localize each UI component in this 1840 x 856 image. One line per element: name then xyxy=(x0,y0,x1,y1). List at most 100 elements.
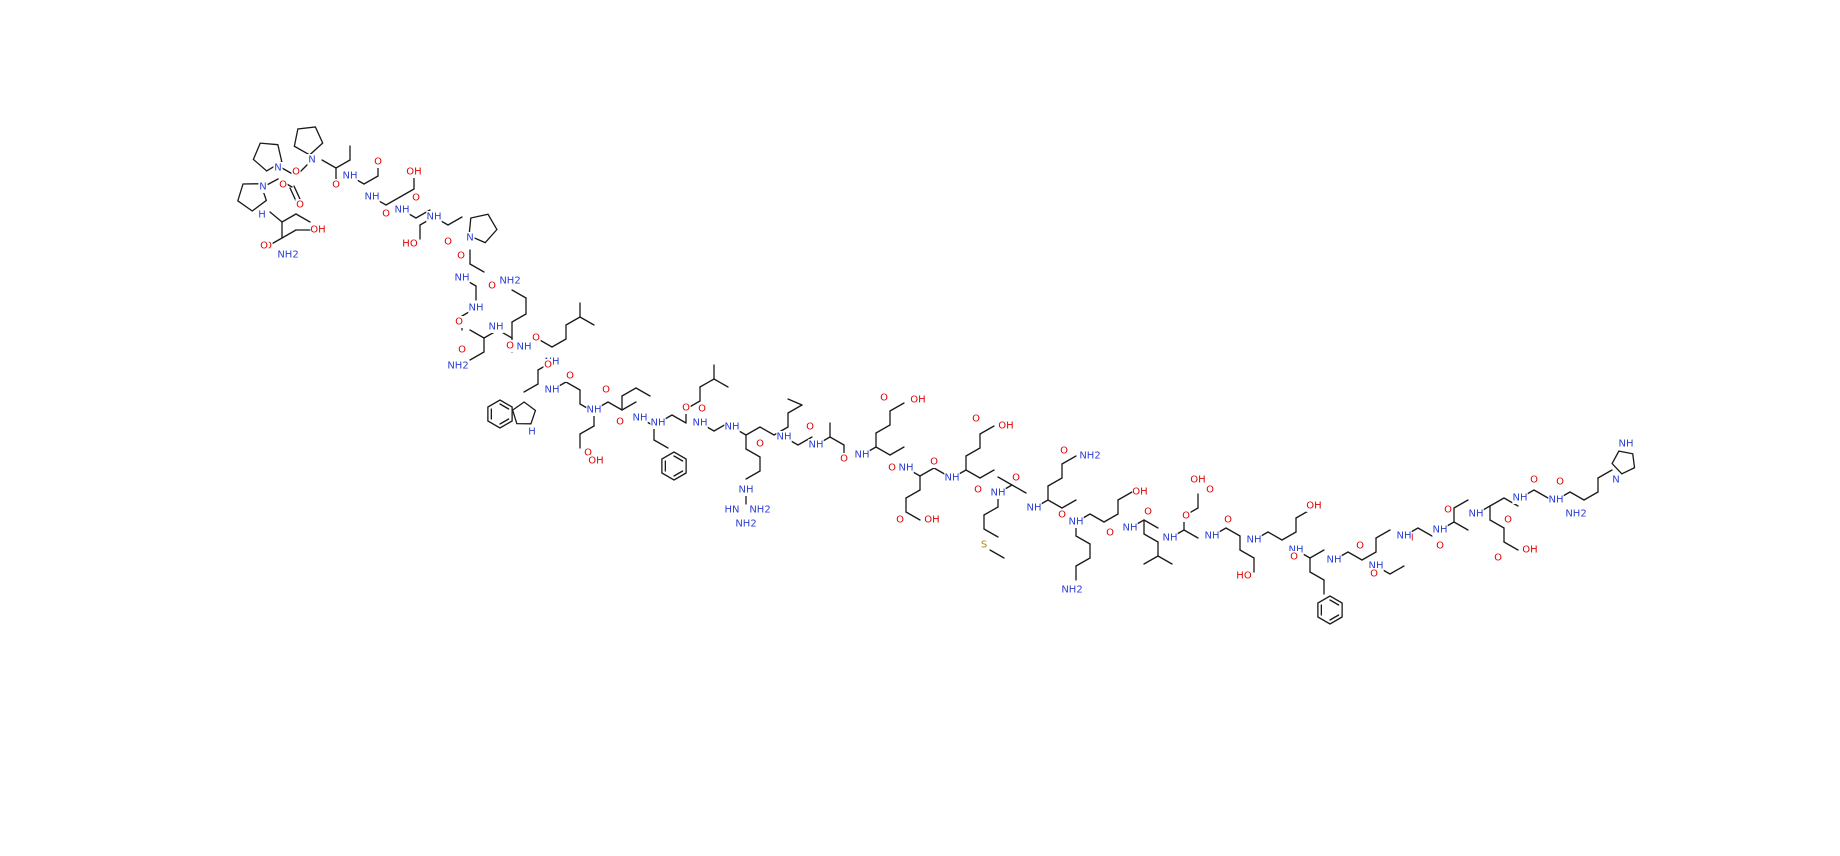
amide-nh-atom: NH xyxy=(898,462,914,474)
hydroxyl-group: HO xyxy=(1236,570,1252,582)
backbone-bond xyxy=(1047,477,1063,487)
atom-symbol: NH xyxy=(469,303,484,314)
atom-symbol: O xyxy=(488,281,496,292)
oxygen-atom: O xyxy=(583,447,593,459)
amide-nh-atom: NH xyxy=(1246,534,1262,546)
hydroxyl-group: OH xyxy=(588,455,604,467)
oxygen-atom: O xyxy=(457,344,467,356)
backbone-bond xyxy=(965,447,981,457)
backbone-bond xyxy=(269,211,283,223)
backbone-bond xyxy=(1583,491,1599,501)
oxygen-atom: O xyxy=(381,208,391,220)
backbone-bond xyxy=(997,476,1013,486)
backbone-bond xyxy=(699,378,715,388)
imidazole-ring xyxy=(1611,450,1636,475)
atom-symbol: NH xyxy=(1289,545,1304,556)
backbone-bond xyxy=(1361,551,1377,561)
amide-nh-atom: NH xyxy=(1618,438,1634,450)
atom-symbol: S xyxy=(981,540,987,551)
atom-symbol: O xyxy=(532,333,540,344)
backbone-bond xyxy=(1281,531,1297,541)
amide-nh-atom: NH xyxy=(692,417,708,429)
aromatic-bond xyxy=(1329,614,1340,621)
backbone-bond xyxy=(621,387,637,397)
atom-symbol: O xyxy=(840,454,848,465)
atom-symbol: OH xyxy=(1522,545,1537,556)
atom-symbol: O xyxy=(296,200,304,211)
atom-symbol: O xyxy=(1106,528,1114,539)
backbone-bond xyxy=(759,426,775,436)
atom-symbol: NH xyxy=(651,418,666,429)
atom-symbol: NH xyxy=(1069,517,1084,528)
atom-symbol: OH xyxy=(910,395,925,406)
atom-symbol: OH xyxy=(406,167,421,178)
backbone-bond xyxy=(469,351,485,361)
atom-symbol: NH xyxy=(777,432,792,443)
backbone-bond xyxy=(321,159,337,169)
amide-nh-atom: NH xyxy=(468,302,484,314)
atom-symbol: O xyxy=(1494,553,1502,564)
amide-nh-atom: NH xyxy=(724,421,740,433)
aromatic-bond xyxy=(673,470,684,477)
backbone-bond xyxy=(1375,529,1391,539)
atom-symbol: O xyxy=(698,404,706,415)
hydroxyl-group: HO xyxy=(402,238,418,250)
backbone-bond xyxy=(965,469,981,479)
atom-symbol: O xyxy=(682,403,690,414)
oxygen-atom: O xyxy=(1493,552,1503,564)
backbone-bond xyxy=(889,402,905,412)
backbone-bond xyxy=(983,506,999,516)
atom-symbol: O xyxy=(412,193,420,204)
amide-nh-atom: NH xyxy=(586,404,602,416)
amide-nh-atom: NH xyxy=(394,204,410,216)
carbonyl-bond xyxy=(293,185,301,200)
atom-symbol: NH xyxy=(517,342,532,353)
nitrogen-atom: N xyxy=(258,181,268,193)
backbone-bond xyxy=(875,446,891,456)
backbone-bond xyxy=(607,401,623,411)
atom-symbol: O xyxy=(374,157,382,168)
backbone-bond xyxy=(1389,565,1405,575)
atom-symbol: H xyxy=(528,427,536,438)
oxygen-atom: O xyxy=(531,332,541,344)
backbone-bond xyxy=(281,213,297,223)
backbone-bond xyxy=(1309,571,1325,581)
atom-symbol: O xyxy=(1444,505,1452,516)
amide-nh-atom: NH xyxy=(808,439,824,451)
atom-symbol: NH xyxy=(1327,555,1342,566)
atom-symbol: O xyxy=(382,209,390,220)
atom-symbol: O xyxy=(1370,569,1378,580)
nitrogen-atom: N xyxy=(1611,474,1621,486)
amide-nh-atom: NH xyxy=(488,321,504,333)
atom-symbol: O xyxy=(544,360,552,371)
atom-symbol: O xyxy=(1012,473,1020,484)
backbone-bond xyxy=(745,426,761,436)
backbone-bond xyxy=(1075,535,1091,545)
atom-symbol: NH xyxy=(991,488,1006,499)
atom-symbol: NH2 xyxy=(277,250,298,261)
backbone-bond xyxy=(335,159,351,169)
backbone-bond xyxy=(1417,527,1433,537)
atom-symbol: OH xyxy=(588,456,603,467)
oxygen-atom: O xyxy=(1443,504,1453,516)
atom-symbol: OH xyxy=(998,421,1013,432)
oxygen-atom: O xyxy=(291,166,301,178)
atom-symbol: O xyxy=(616,417,624,428)
atom-symbol: NH xyxy=(587,405,602,416)
backbone-bond xyxy=(1569,491,1585,501)
hydroxyl-group: OH xyxy=(1190,474,1206,486)
backbone-bond xyxy=(1089,513,1105,523)
backbone-bond xyxy=(511,289,527,299)
amide-h-label: H xyxy=(257,209,267,221)
amide-nh-atom: NH xyxy=(1512,492,1528,504)
oxygen-atom: O xyxy=(1059,445,1069,457)
oxygen-atom: O xyxy=(697,403,707,415)
backbone-bond xyxy=(919,467,935,477)
atom-symbol: O xyxy=(1182,511,1190,522)
oxygen-atom: O xyxy=(543,359,553,371)
atom-symbol: O xyxy=(1206,485,1214,496)
atom-symbol: O xyxy=(1290,552,1298,563)
oxygen-atom: O xyxy=(887,462,897,474)
atom-symbol: NH xyxy=(343,171,358,182)
